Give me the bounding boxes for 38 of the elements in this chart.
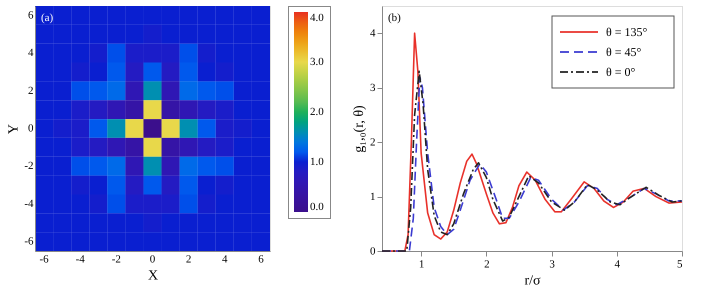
y-tick-label: -2 [24, 160, 34, 172]
x-tick-label: -4 [76, 254, 86, 266]
y-axis-title: g₁,₀(r, θ) [352, 104, 367, 153]
x-tick-label: 3 [549, 258, 556, 270]
x-tick-label: 2 [484, 258, 490, 270]
x-tick-label: 0 [150, 254, 156, 266]
x-axis-title: X [148, 268, 158, 284]
color-bar-label: 0.0 [310, 201, 324, 213]
color-bar-label: 1.0 [310, 156, 324, 168]
color-bar-label: 4.0 [310, 12, 324, 24]
y-tick-label: 3 [370, 82, 376, 94]
y-tick-label: -6 [24, 236, 34, 248]
x-tick-label: 5 [677, 258, 683, 270]
legend-label: θ = 0° [606, 65, 636, 79]
y-tick-label: 4 [28, 47, 34, 60]
y-tick-label: 6 [28, 9, 34, 22]
x-tick-label: 4 [222, 254, 228, 266]
color-bar-label: 3.0 [310, 56, 324, 68]
y-tick-label: 1 [370, 191, 376, 204]
y-tick-label: 4 [370, 28, 376, 40]
y-tick-label: 0 [370, 246, 376, 258]
annotation: (b) [388, 12, 402, 24]
y-tick-label: 2 [28, 84, 34, 97]
x-tick-label: 6 [258, 254, 264, 266]
x-tick-label: 4 [614, 258, 621, 270]
legend-label: θ = 45° [606, 45, 642, 59]
x-tick-label: -6 [39, 254, 50, 266]
y-tick-label: 0 [28, 122, 34, 134]
y-axis-title: Y [6, 124, 22, 134]
legend-label: θ = 135° [606, 25, 648, 39]
x-axis-title: r/σ [524, 274, 541, 288]
color-bar-label: 2.0 [310, 106, 324, 118]
x-tick-label: -2 [112, 254, 121, 266]
x-tick-label: 1 [418, 258, 424, 270]
y-tick-label: 2 [370, 136, 376, 149]
y-tick-label: -4 [24, 198, 34, 210]
annotation: (a) [41, 12, 54, 24]
x-tick-label: 2 [186, 254, 192, 266]
